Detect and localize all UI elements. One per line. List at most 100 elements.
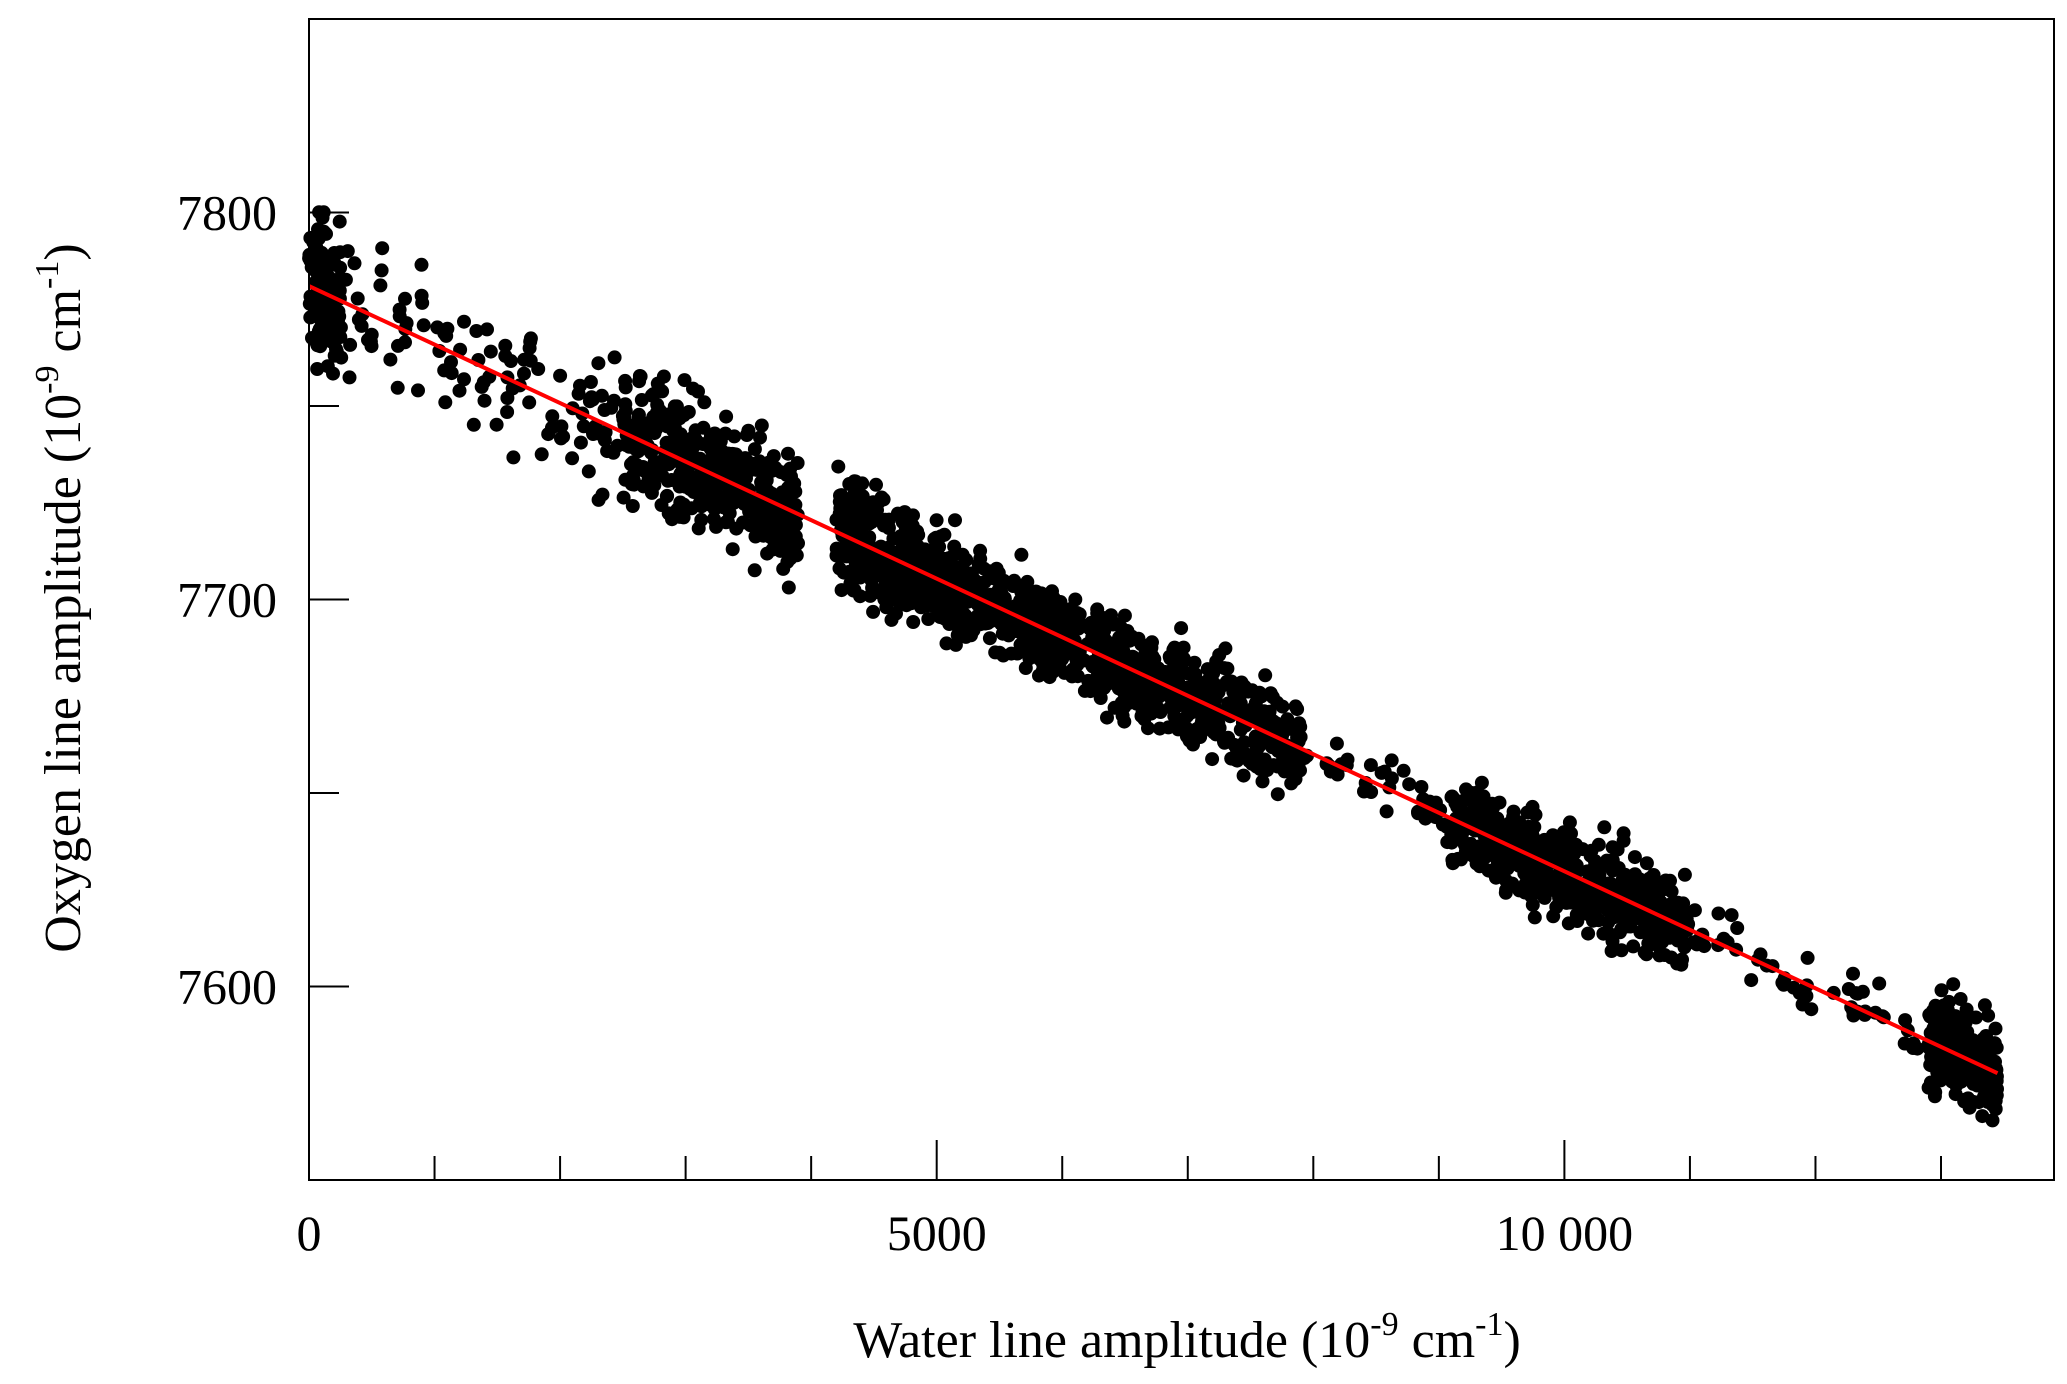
data-point	[960, 618, 975, 633]
data-point	[1616, 826, 1631, 841]
data-point	[1167, 648, 1182, 663]
data-point	[937, 527, 952, 542]
data-point	[439, 328, 454, 343]
data-point	[1144, 640, 1159, 655]
data-point	[320, 359, 335, 374]
data-point	[1523, 830, 1538, 845]
data-point	[571, 386, 586, 401]
data-point	[1855, 984, 1870, 999]
data-point	[648, 422, 663, 437]
data-point	[517, 366, 531, 381]
data-point	[1605, 863, 1620, 878]
data-point	[1544, 869, 1559, 884]
data-point	[1073, 651, 1088, 666]
data-point	[698, 455, 713, 470]
data-point	[1846, 966, 1860, 981]
y-axis-title: Oxygen line amplitude (10-9 cm-1)	[29, 243, 92, 952]
data-point	[670, 433, 685, 448]
data-point	[1581, 926, 1596, 941]
data-point	[732, 492, 747, 507]
data-point	[565, 451, 580, 466]
data-point	[1946, 977, 1961, 992]
data-point	[1081, 673, 1096, 688]
data-point	[778, 539, 793, 554]
data-point	[1402, 777, 1417, 792]
data-point	[675, 444, 690, 459]
data-point	[469, 324, 484, 338]
data-point	[1124, 632, 1138, 647]
data-point	[1226, 685, 1241, 699]
data-point	[1472, 859, 1487, 874]
data-point	[982, 631, 997, 646]
data-point	[1711, 906, 1726, 921]
data-point	[1537, 883, 1552, 898]
data-point	[784, 469, 798, 484]
data-point	[713, 442, 728, 457]
data-point	[1379, 804, 1394, 819]
data-point	[846, 569, 861, 584]
data-point	[1186, 737, 1200, 752]
data-point	[991, 566, 1006, 580]
data-point	[896, 594, 911, 609]
data-point	[1265, 690, 1280, 705]
data-point	[1632, 872, 1647, 887]
data-point	[1527, 910, 1542, 925]
data-point	[1384, 771, 1399, 786]
data-point	[1639, 947, 1654, 962]
y-tick-label: 7800	[177, 185, 277, 241]
data-point	[1152, 721, 1167, 736]
data-point	[1100, 677, 1115, 692]
data-point	[522, 395, 537, 410]
data-point	[399, 316, 414, 331]
data-point	[1446, 790, 1461, 805]
data-point	[438, 395, 453, 410]
data-point	[1923, 1026, 1938, 1040]
data-point	[314, 245, 329, 260]
data-point	[660, 419, 675, 434]
data-point	[766, 449, 781, 464]
data-point	[1219, 674, 1234, 689]
data-point	[907, 581, 922, 596]
data-point	[489, 417, 504, 432]
data-point	[1205, 752, 1220, 767]
data-point	[1288, 699, 1303, 714]
data-point	[1490, 856, 1505, 871]
data-point	[332, 214, 347, 229]
data-point	[1174, 621, 1189, 636]
data-point	[1169, 662, 1184, 677]
data-point	[941, 613, 956, 628]
data-point	[625, 499, 640, 513]
data-point	[677, 373, 692, 388]
data-point	[644, 388, 659, 403]
data-point	[1236, 768, 1251, 783]
data-point	[765, 542, 780, 557]
data-point	[1245, 683, 1260, 698]
data-point	[321, 272, 336, 287]
data-point	[686, 381, 700, 396]
data-point	[1100, 710, 1114, 725]
data-point	[498, 338, 513, 353]
data-point	[697, 395, 712, 410]
data-point	[1525, 799, 1540, 814]
data-point	[781, 446, 795, 461]
data-point	[554, 419, 569, 434]
data-point	[1724, 908, 1739, 923]
data-point	[959, 552, 974, 567]
x-tick-label: 0	[297, 1205, 322, 1261]
data-point	[1686, 935, 1701, 950]
data-point	[1615, 903, 1630, 918]
data-point	[869, 502, 884, 517]
data-point	[1176, 714, 1191, 729]
data-point	[1329, 736, 1344, 751]
data-point	[923, 586, 938, 601]
data-point	[1959, 1002, 1974, 1017]
data-point	[973, 551, 988, 566]
data-point	[1792, 986, 1807, 1000]
data-point	[333, 320, 348, 335]
data-point	[645, 461, 660, 476]
data-point	[865, 580, 880, 595]
data-point	[1948, 1009, 1963, 1024]
data-point	[545, 409, 560, 424]
data-point	[1975, 1109, 1990, 1124]
data-point	[1597, 820, 1612, 835]
